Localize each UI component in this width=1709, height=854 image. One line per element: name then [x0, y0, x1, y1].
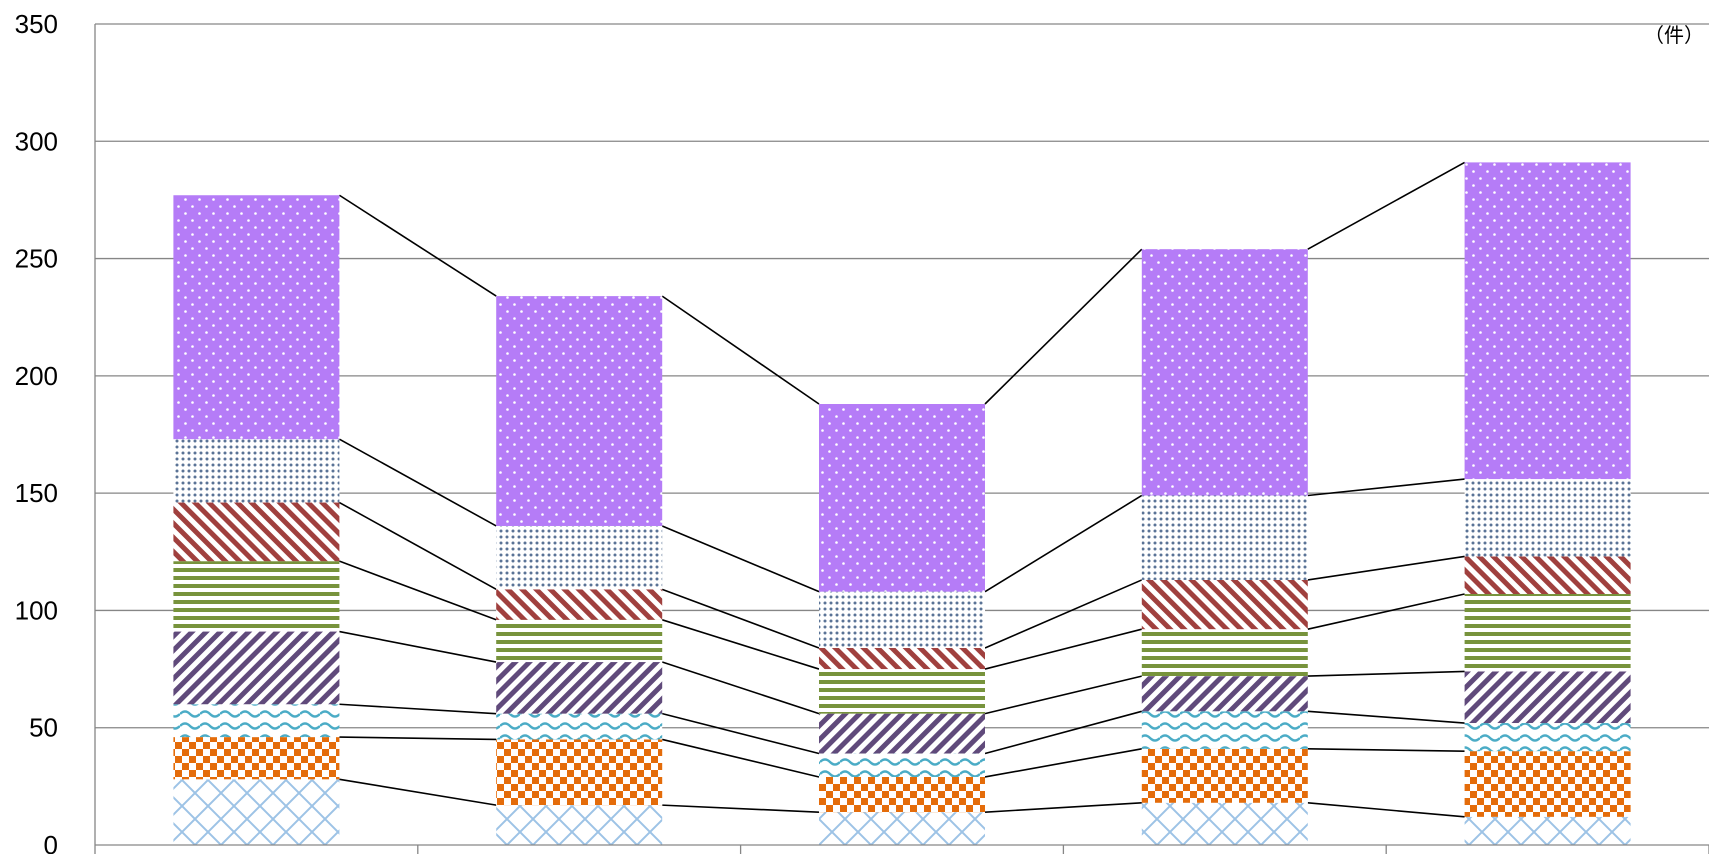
series-line: [339, 501, 497, 591]
series-line: [1307, 710, 1465, 724]
bar-segment: [1141, 249, 1308, 496]
bar-segment: [1464, 816, 1631, 845]
y-tick-label: 0: [44, 830, 58, 854]
y-tick-label: 150: [15, 478, 58, 508]
bar-segment: [819, 404, 985, 592]
y-tick-label: 250: [15, 244, 58, 274]
series-line: [339, 736, 497, 741]
series-line: [1307, 161, 1465, 250]
series-line: [984, 748, 1142, 778]
bar-segment: [173, 779, 340, 845]
bar-segment: [173, 502, 340, 562]
series-connector-lines: [338, 161, 1465, 818]
series-line: [661, 661, 820, 715]
bar-segment: [496, 739, 663, 806]
unit-label: （件）: [1644, 23, 1704, 47]
y-tick-label: 200: [15, 361, 58, 391]
bar-segment: [496, 296, 663, 526]
series-line: [662, 738, 820, 778]
bar-segment: [496, 619, 663, 663]
bar-segment: [1141, 629, 1308, 677]
bar-segment: [819, 647, 985, 670]
series-line: [1307, 478, 1465, 497]
series-line: [338, 194, 497, 297]
bar-segment: [1141, 676, 1308, 712]
y-tick-labels: 0 50 100 150 200 250 300 350: [15, 9, 58, 854]
bar-segment: [1464, 671, 1631, 724]
axes: [94, 24, 1709, 854]
series-line: [984, 579, 1143, 649]
bar-segment: [1141, 495, 1308, 580]
y-tick-label: 300: [15, 126, 58, 156]
bar-segment: [1464, 162, 1631, 480]
bar-segment: [819, 669, 985, 714]
series-line: [339, 778, 497, 806]
series-line: [1307, 801, 1465, 818]
series-line: [339, 560, 497, 621]
bar-segment: [496, 525, 663, 590]
series-line: [984, 628, 1142, 670]
bar-segment: [1464, 751, 1631, 817]
y-tick-label: 100: [15, 595, 58, 625]
series-line: [984, 248, 1143, 405]
bar-segment: [1464, 723, 1631, 752]
series-line: [1307, 748, 1465, 752]
bar-segment: [496, 662, 663, 714]
series-line: [661, 295, 820, 405]
bar-segment: [1141, 748, 1308, 803]
bar-segment: [819, 591, 985, 648]
bar-segment: [1464, 556, 1631, 595]
bar-segment: [1464, 594, 1631, 672]
bar-segment: [173, 704, 340, 738]
series-line: [661, 525, 820, 593]
bar-segment: [496, 713, 663, 740]
bar-segment: [1141, 711, 1308, 749]
bar-segment: [173, 195, 340, 440]
series-line: [1307, 555, 1465, 581]
series-line: [339, 438, 497, 527]
series-line: [661, 619, 820, 670]
y-tick-label: 350: [15, 9, 58, 39]
series-line: [1307, 670, 1465, 677]
series-line: [339, 703, 497, 715]
bar-segment: [1141, 579, 1308, 630]
bar-segment: [819, 753, 985, 777]
bar-segment: [496, 589, 663, 620]
bar-segment: [819, 812, 985, 845]
bars: [173, 162, 1631, 845]
series-line: [662, 804, 820, 813]
bar-segment: [173, 631, 340, 705]
series-line: [984, 801, 1142, 813]
series-line: [1307, 593, 1465, 630]
series-line: [661, 588, 820, 649]
series-line: [984, 675, 1142, 715]
bar-segment: [496, 805, 663, 845]
series-line: [984, 710, 1143, 755]
y-tick-label: 50: [29, 713, 58, 743]
series-line: [339, 630, 497, 663]
bar-segment: [819, 713, 985, 754]
bar-segment: [1141, 802, 1308, 845]
bar-segment: [1464, 479, 1631, 557]
series-line: [662, 712, 820, 755]
bar-segment: [173, 439, 340, 503]
bar-segment: [173, 561, 340, 632]
bar-segment: [819, 776, 985, 813]
series-line: [984, 494, 1143, 593]
bar-segment: [173, 737, 340, 780]
